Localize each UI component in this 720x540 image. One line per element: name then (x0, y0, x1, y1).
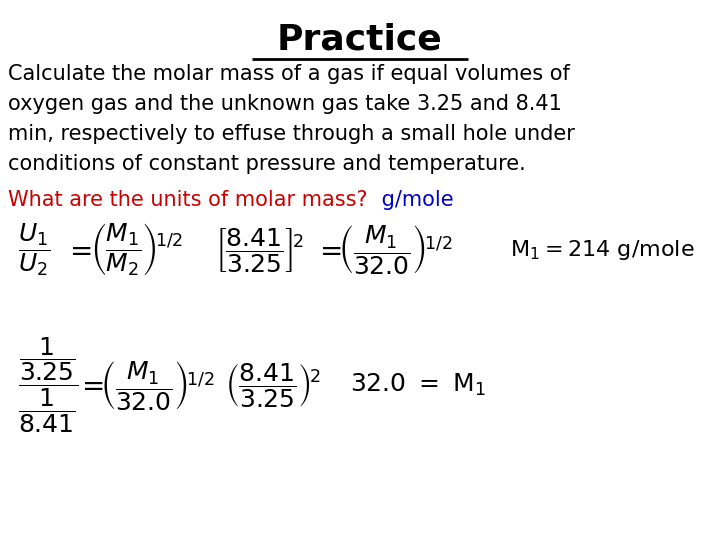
Text: $32.0\ =\ \mathrm{M_1}$: $32.0\ =\ \mathrm{M_1}$ (350, 372, 486, 398)
Text: $=$: $=$ (64, 236, 92, 264)
Text: $\left[\dfrac{8.41}{3.25}\right]^{\!2}$: $\left[\dfrac{8.41}{3.25}\right]^{\!2}$ (215, 226, 305, 274)
Text: $\left(\dfrac{M_1}{M_2}\right)^{\!1/2}$: $\left(\dfrac{M_1}{M_2}\right)^{\!1/2}$ (90, 221, 183, 279)
Text: conditions of constant pressure and temperature.: conditions of constant pressure and temp… (8, 154, 526, 174)
Text: $\dfrac{U_1}{U_2}$: $\dfrac{U_1}{U_2}$ (18, 222, 50, 278)
Text: g/mole: g/mole (375, 190, 454, 210)
Text: $\dfrac{\dfrac{1}{3.25}}{\dfrac{1}{8.41}}$: $\dfrac{\dfrac{1}{3.25}}{\dfrac{1}{8.41}… (18, 335, 78, 435)
Text: $\mathrm{M_1 = 214\ g/mole}$: $\mathrm{M_1 = 214\ g/mole}$ (510, 238, 695, 262)
Text: $=$: $=$ (314, 236, 342, 264)
Text: $\left(\dfrac{M_1}{32.0}\right)^{\!1/2}$: $\left(\dfrac{M_1}{32.0}\right)^{\!1/2}$ (338, 224, 452, 276)
Text: min, respectively to effuse through a small hole under: min, respectively to effuse through a sm… (8, 124, 575, 144)
Text: What are the units of molar mass?: What are the units of molar mass? (8, 190, 368, 210)
Text: $\left(\dfrac{M_1}{32.0}\right)^{\!1/2}$: $\left(\dfrac{M_1}{32.0}\right)^{\!1/2}$ (100, 359, 215, 411)
Text: Calculate the molar mass of a gas if equal volumes of: Calculate the molar mass of a gas if equ… (8, 64, 570, 84)
Text: $\left(\dfrac{8.41}{3.25}\right)^{\!2}$: $\left(\dfrac{8.41}{3.25}\right)^{\!2}$ (225, 361, 320, 409)
Text: $=$: $=$ (76, 371, 104, 399)
Text: oxygen gas and the unknown gas take 3.25 and 8.41: oxygen gas and the unknown gas take 3.25… (8, 94, 562, 114)
Text: Practice: Practice (277, 22, 443, 56)
